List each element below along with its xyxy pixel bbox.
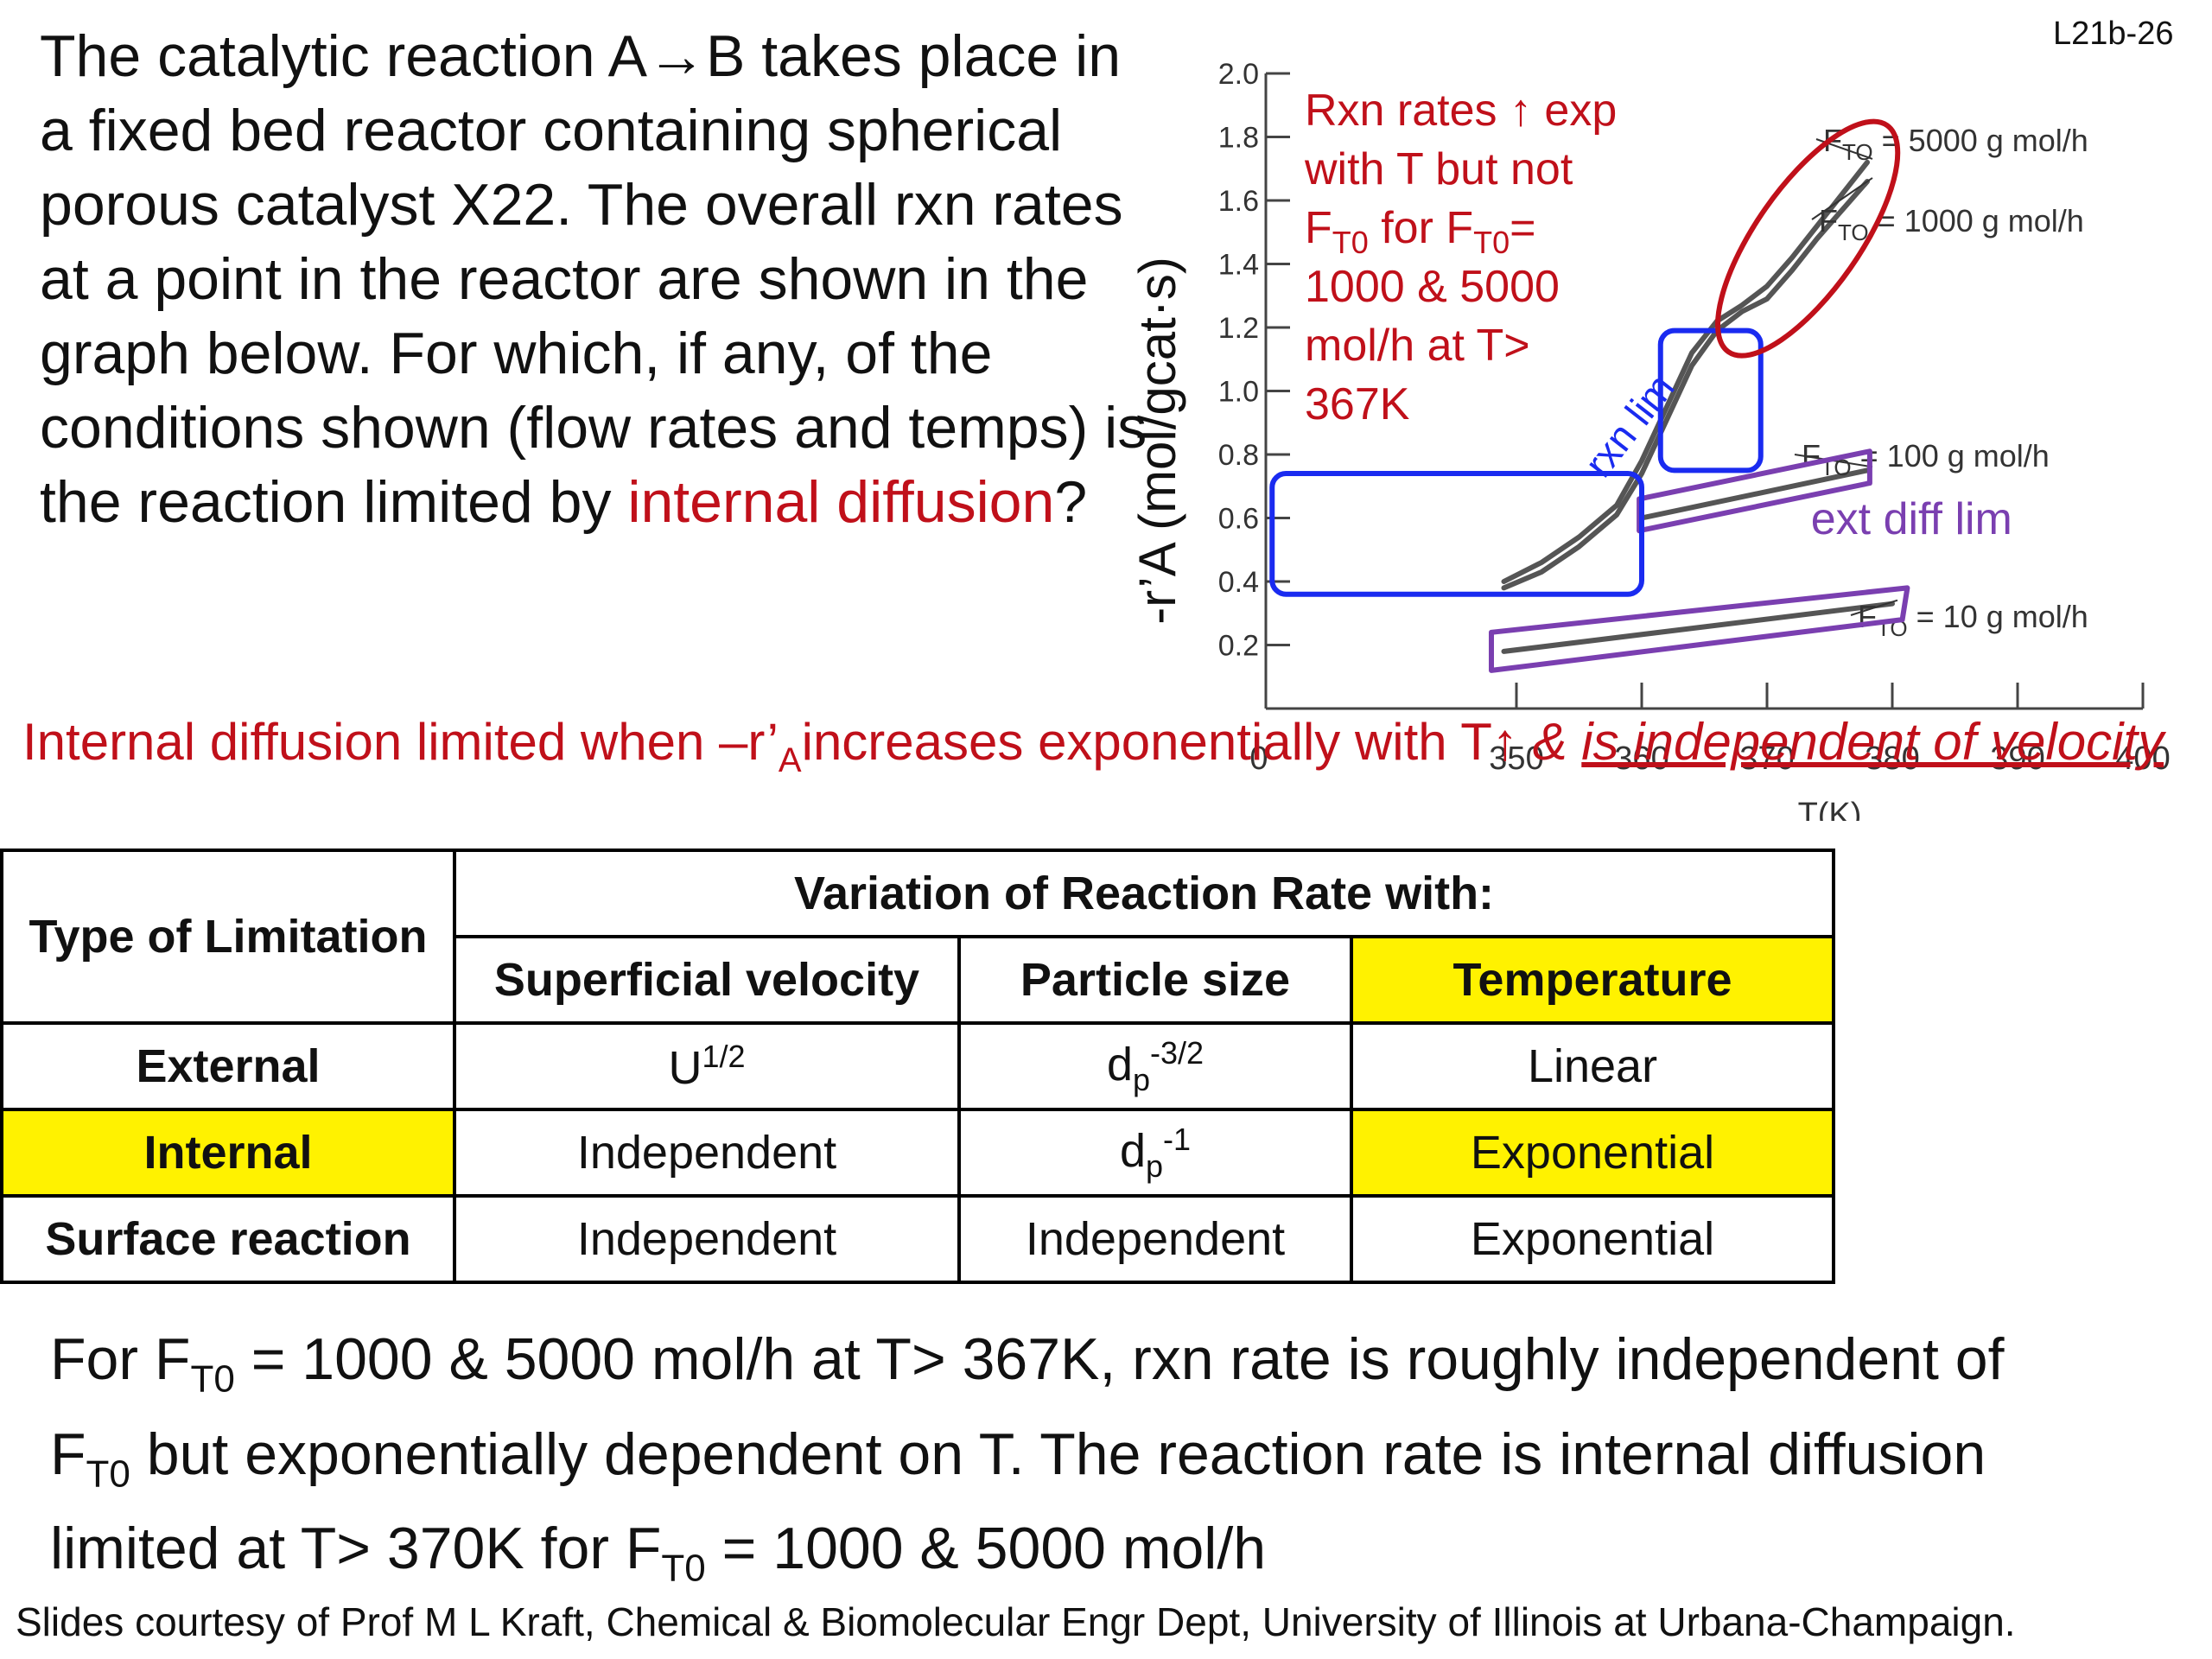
question-highlight: internal diffusion [627, 469, 1055, 535]
cell-velocity: Independent [453, 1108, 961, 1198]
question-after: ? [1054, 469, 1088, 535]
slide-number: L21b-26 [2053, 16, 2174, 52]
table-row: External U1/2 dp-3/2 Linear [0, 1021, 1835, 1111]
y-tick-label: 0.8 [1218, 439, 1259, 472]
series-line-s5000 [1501, 159, 1870, 584]
criterion-part1: Internal diffusion limited when –r’ [22, 713, 779, 771]
y-tick-label: 2.0 [1218, 58, 1259, 91]
x-tick-label: 350 [1489, 741, 1543, 777]
series-label-leader [1811, 177, 1873, 220]
x-tick-label: 0 [1249, 741, 1268, 777]
header-variation: Variation of Reaction Rate with: [453, 849, 1835, 938]
cell-velocity: U1/2 [453, 1021, 961, 1111]
cell-temperature: Exponential [1350, 1108, 1835, 1198]
cell-velocity: Independent [453, 1194, 961, 1284]
cell-particle: Independent [957, 1194, 1353, 1284]
internal-diffusion-ellipse [1715, 118, 1901, 359]
x-tick-label: 370 [1739, 741, 1794, 777]
header-superficial-velocity: Superficial velocity [453, 935, 961, 1025]
row-type: External [0, 1021, 456, 1111]
internal-diffusion-criterion: Internal diffusion limited when –r’Aincr… [22, 709, 2164, 794]
criterion-part3: & [1532, 713, 1582, 771]
rate-vs-temperature-chart: -r’A (mol/gcat·s) 0.2 0.4 0.6 0.8 1.0 1.2 1.4 1… [1128, 58, 2171, 821]
y-tick-label: 0.6 [1218, 503, 1259, 536]
ext-diff-lim-label: ext diff lim [1811, 494, 2012, 544]
series-label-s100: FTO = 100 g mol/h [1802, 438, 2050, 480]
table-row: Surface reaction Independent Independent… [0, 1194, 1835, 1284]
series-label-leader [1850, 599, 1898, 616]
y-tick-label: 1.8 [1218, 122, 1259, 155]
question-text: The catalytic reaction A→B takes place i… [40, 19, 1163, 539]
y-tick-label: 0.4 [1218, 566, 1259, 599]
y-tick-label: 1.2 [1218, 312, 1259, 345]
row-type: Surface reaction [0, 1194, 456, 1284]
header-temperature: Temperature [1350, 935, 1835, 1025]
criterion-part2: increases exponentially with T↑ [801, 713, 1533, 771]
table-row: Internal Independent dp-1 Exponential [0, 1108, 1835, 1198]
cell-particle: dp-1 [957, 1108, 1353, 1198]
y-tick-label: 0.2 [1218, 630, 1259, 663]
question-before: The catalytic reaction A→B takes place i… [40, 23, 1147, 535]
conclusion-line-1: For FT0 = 1000 & 5000 mol/h at T> 367K, … [50, 1326, 2005, 1401]
chart-marks [1501, 159, 1895, 654]
x-tick-label: 400 [2115, 741, 2170, 777]
conclusion-text: For FT0 = 1000 & 5000 mol/h at T> 367K, … [50, 1322, 2158, 1606]
series-label-s1000: FTO = 1000 g mol/h [1819, 203, 2084, 245]
cell-temperature: Linear [1350, 1021, 1835, 1111]
header-particle-size: Particle size [957, 935, 1353, 1025]
criterion-subscript: A [778, 741, 802, 779]
slide-credit: Slides courtesy of Prof M L Kraft, Chemi… [16, 1599, 2016, 1644]
ext-diff-box-10 [1489, 585, 1910, 673]
conclusion-line-2: FT0 but exponentially dependent on T. Th… [50, 1421, 1986, 1496]
y-tick-label: 1.6 [1218, 185, 1259, 218]
limitation-table: Type of Limitation Variation of Reaction… [0, 849, 1835, 1284]
x-tick-label: 360 [1614, 741, 1669, 777]
y-axis-title: -r’A (mol/gcat·s) [1128, 257, 1186, 625]
cell-particle: dp-3/2 [957, 1021, 1353, 1111]
y-tick-label: 1.4 [1218, 249, 1259, 282]
row-type: Internal [0, 1108, 456, 1198]
series-label-s5000: FTO = 5000 g mol/h [1823, 123, 2088, 165]
header-type-of-limitation: Type of Limitation [0, 849, 456, 1025]
y-tick-label: 1.0 [1218, 376, 1259, 409]
cell-temperature: Exponential [1350, 1194, 1835, 1284]
conclusion-line-3: limited at T> 370K for FT0 = 1000 & 5000… [50, 1516, 1267, 1590]
rxn-lim-box-low [1269, 471, 1644, 597]
rate-exponential-note: Rxn rates ↑ exp with T but not FT0 for FT0… [1304, 86, 1617, 429]
criterion-part4: is independent of velocity [1581, 713, 2164, 771]
series-line-s10 [1501, 601, 1895, 654]
series-line-s1000 [1501, 179, 1870, 591]
x-axis-title: T(K) [1798, 797, 1862, 821]
x-tick-label: 390 [1990, 741, 2044, 777]
rxn-lim-box-high [1657, 327, 1764, 474]
series-line-s100 [1639, 467, 1870, 521]
axes: 0.2 0.4 0.6 0.8 1.0 1.2 1.4 1.6 1.8 2.0 0 350 360 370… [1218, 58, 2171, 821]
x-tick-label: 380 [1865, 741, 1919, 777]
